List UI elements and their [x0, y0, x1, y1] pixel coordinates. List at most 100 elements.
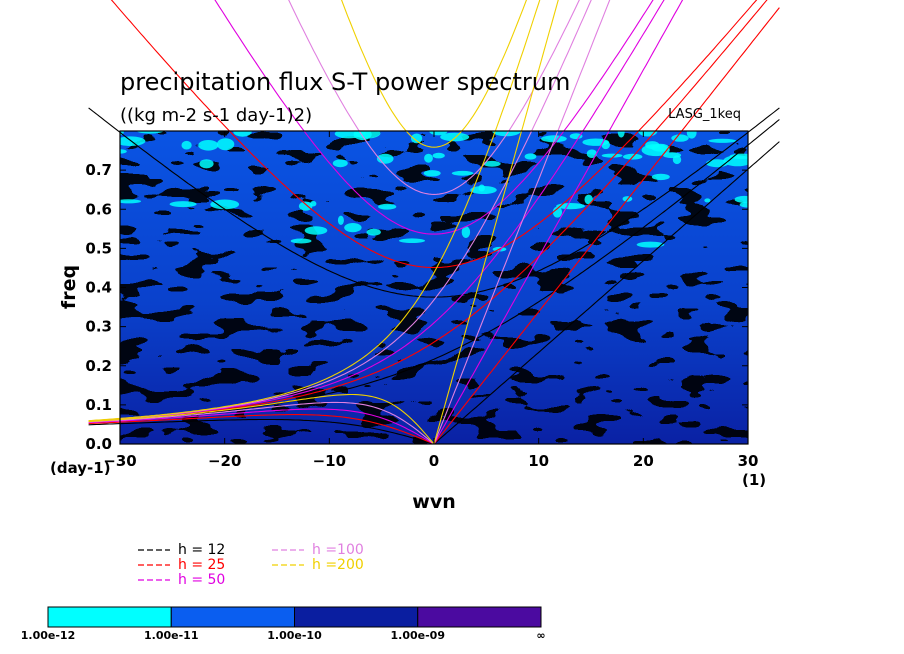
legend-label: h =100: [312, 542, 364, 558]
curve-kelvin-h12: [433, 141, 780, 444]
cyan-patch: [424, 153, 433, 163]
run-label: LASG_1keq: [668, 107, 741, 122]
cyan-patch: [290, 238, 312, 244]
x-axis-label: wvn: [412, 491, 455, 513]
colorbar-swatch: [417, 606, 542, 628]
cyan-patch: [137, 131, 163, 134]
curve-inertia-gravity-h25: [110, 0, 758, 269]
cyan-patch: [686, 131, 697, 139]
colorbar-swatch: [47, 606, 172, 628]
cyan-patch: [304, 226, 328, 235]
legend-label: h =200: [312, 557, 364, 573]
curve-mrg-h100: [88, 0, 592, 422]
cyan-patch: [423, 170, 441, 177]
y-tick-label: 0.7: [85, 161, 112, 179]
cyan-patch: [378, 203, 397, 210]
cyan-patch: [120, 199, 142, 204]
y-tick-label: 0.4: [85, 279, 112, 297]
chart-subtitle: ((kg m-2 s-1 day-1)2): [120, 105, 312, 126]
colorbar-label: 1.00e-10: [267, 629, 322, 642]
cyan-patch: [169, 201, 197, 208]
cyan-patch: [399, 238, 425, 243]
cyan-patch: [601, 153, 623, 158]
curve-rossby-h12: [88, 418, 435, 444]
curve-kelvin-h25: [433, 7, 780, 444]
cyan-patch: [233, 131, 252, 137]
y-tick-label: 0.3: [85, 318, 112, 336]
curve-rossby-h50: [88, 408, 435, 444]
cyan-patch: [552, 206, 563, 218]
curve-mrg-h50: [88, 0, 665, 422]
curve-mrg-h12: [88, 119, 780, 423]
colorbar-label: 1.00e-12: [21, 629, 75, 642]
cyan-patch: [645, 141, 660, 150]
cyan-patch: [584, 194, 593, 205]
colorbar-swatch: [170, 606, 295, 628]
cyan-patch: [586, 149, 598, 158]
cyan-patch: [216, 138, 235, 151]
x-tick-label: −30: [103, 452, 136, 470]
x-tick-label: 30: [738, 452, 759, 470]
colorbar-swatch: [294, 606, 419, 628]
colorbar-label: 1.00e-09: [391, 629, 445, 642]
cyan-patch: [524, 153, 537, 160]
cyan-patch: [556, 203, 585, 210]
curve-inertia-gravity-h200: [340, 0, 528, 148]
cyan-patch: [483, 160, 501, 167]
cyan-patch: [569, 133, 583, 140]
cyan-patch: [662, 152, 682, 159]
cyan-patch: [120, 149, 127, 154]
cyan-patch: [210, 199, 240, 210]
y-tick-label: 0.0: [85, 435, 112, 453]
cyan-patch: [366, 228, 381, 236]
curve-rossby-h100: [88, 401, 435, 444]
cyan-patch: [332, 159, 348, 168]
curve-kelvin-h50: [433, 0, 684, 444]
cyan-patch: [411, 133, 423, 144]
curve-rossby-h200: [88, 393, 435, 444]
cyan-patch: [739, 201, 748, 208]
cyan-patch: [636, 241, 665, 248]
cyan-patch: [199, 159, 214, 169]
cyan-patch: [334, 131, 363, 139]
cyan-patch: [708, 138, 737, 143]
cyan-patch: [198, 140, 219, 151]
x-tick-label: −10: [313, 452, 346, 470]
cyan-patch: [704, 198, 711, 203]
curve-kelvin-h200: [433, 0, 559, 444]
cyan-patch: [120, 131, 124, 136]
colorbar-label: ∞: [536, 629, 545, 642]
cyan-patch: [734, 195, 748, 203]
dispersion-curves: [88, 0, 780, 444]
cyan-patch: [541, 135, 567, 143]
legend-label: h = 12: [178, 542, 225, 558]
cyan-patch: [723, 155, 748, 167]
x-tick-label: 10: [528, 452, 549, 470]
y-axis-label: freq: [58, 265, 80, 309]
field-blobs: [120, 131, 748, 444]
cyan-patch: [181, 140, 192, 150]
cyan-patch: [337, 215, 344, 225]
curve-inertia-gravity-h100: [288, 0, 580, 195]
cyan-patch: [344, 223, 362, 233]
curve-inertia-gravity-h12: [88, 107, 780, 298]
y-tick-label: 0.6: [85, 200, 112, 218]
y-tick-label: 0.5: [85, 239, 112, 257]
chart-title: precipitation flux S-T power spectrum: [120, 68, 570, 96]
curve-rossby-h25: [88, 414, 435, 444]
cyan-patch: [432, 152, 445, 159]
colorbar-label: 1.00e-11: [144, 629, 198, 642]
cyan-patch: [470, 186, 497, 194]
axis-ticks: −30 −20 −10 0 10 20 30 0.0 0.1 0.2 0.3 0.4 0.5 0.6 0.7: [85, 131, 758, 470]
cyan-patch: [451, 170, 474, 176]
cyan-patches: [120, 131, 748, 252]
colorbar: 1.00e-12 1.00e-11 1.00e-10 1.00e-09 ∞: [21, 606, 546, 642]
curve-mrg-h200: [88, 0, 541, 422]
y-tick-label: 0.1: [85, 396, 112, 414]
cyan-patch: [617, 131, 625, 138]
y-tick-label: 0.2: [85, 357, 112, 375]
x-tick-label: −20: [208, 452, 241, 470]
cyan-patch: [601, 140, 610, 150]
